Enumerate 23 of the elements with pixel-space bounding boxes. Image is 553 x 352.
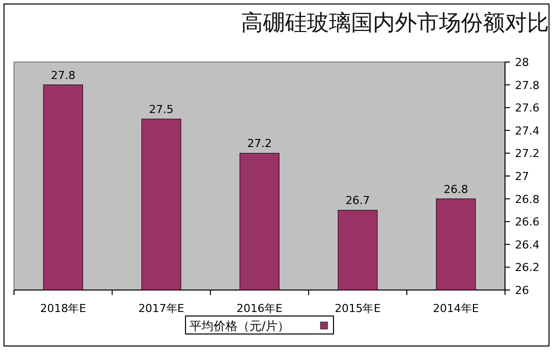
x-tick-label: 2017年E (138, 302, 184, 315)
y-tick-label: 26.8 (515, 192, 540, 206)
y-tick-label: 27.8 (515, 78, 540, 92)
data-label: 26.7 (345, 194, 370, 208)
data-label: 27.5 (149, 103, 174, 116)
x-tick-label: 2018年E (40, 302, 86, 315)
data-label: 26.8 (444, 182, 468, 196)
data-label: 27.8 (50, 68, 76, 82)
y-tick-label: 27.4 (515, 124, 540, 138)
y-tick-label: 26.6 (515, 216, 540, 229)
x-tick-label: 2014年E (432, 302, 479, 315)
y-tick-label: 26.2 (515, 261, 540, 274)
chart-title: 高硼硅玻璃国内外市场份额对比 (241, 11, 549, 36)
y-tick-label: 27.6 (515, 102, 540, 115)
y-tick-label: 26 (515, 284, 529, 297)
text: 平均价格（元/片） (190, 319, 290, 333)
data-label: 27.2 (247, 137, 272, 150)
x-tick-label: 2016年E (236, 302, 283, 315)
y-tick-label: 28 (515, 56, 529, 69)
y-tick-label: 27 (515, 170, 529, 183)
x-tick-label: 2015年E (334, 302, 381, 315)
y-tick-label: 27.2 (515, 147, 540, 160)
y-tick-label: 26.4 (515, 238, 540, 252)
